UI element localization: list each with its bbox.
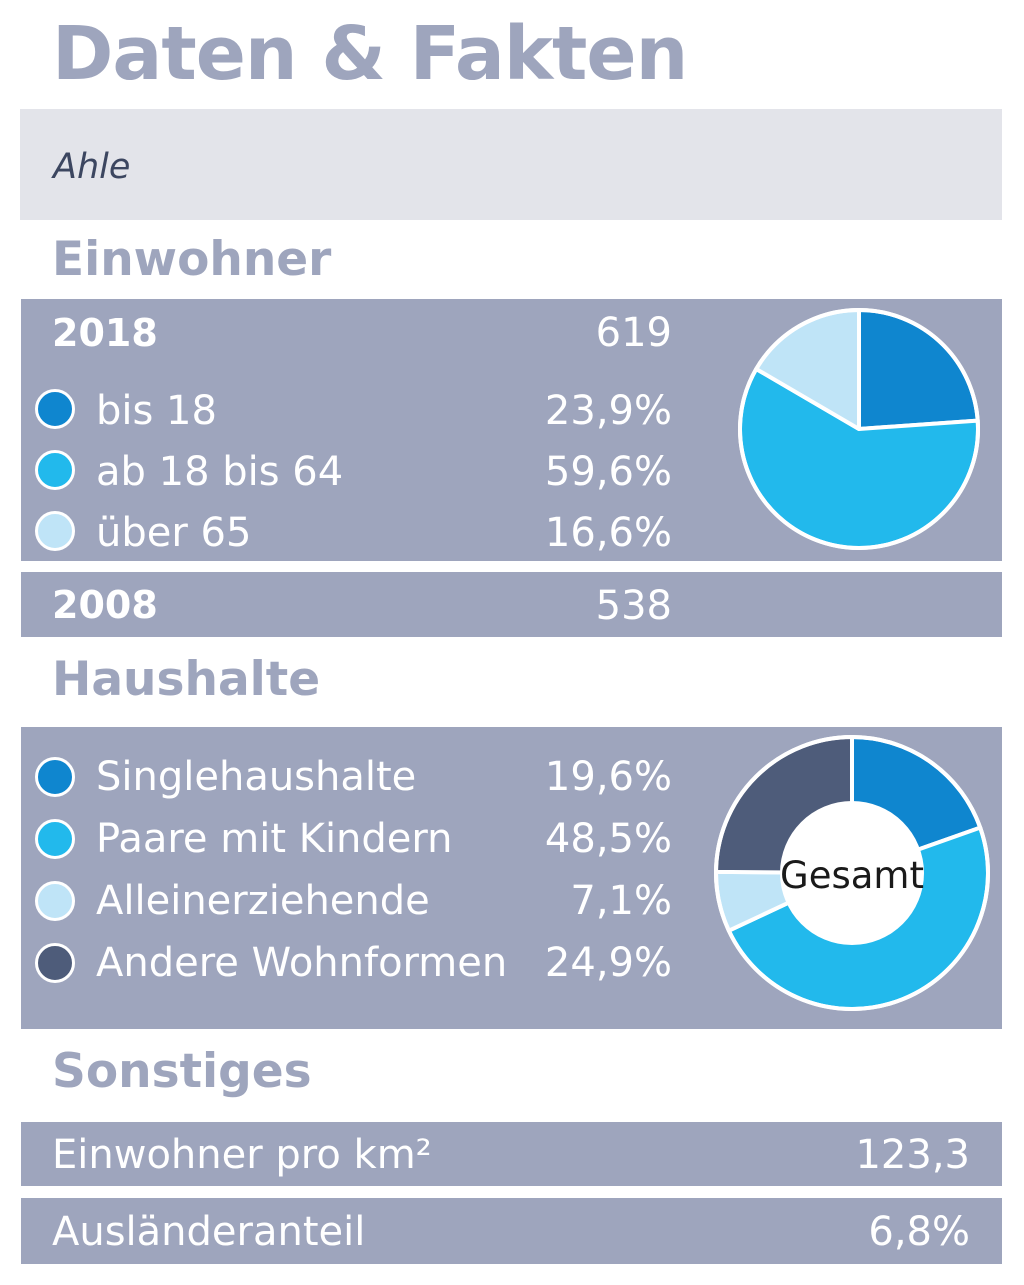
einwohner-panel-2008: 2008 538: [21, 572, 1002, 637]
legend-label-18-64: ab 18 bis 64: [96, 449, 344, 495]
legend-value-paare-mit-kindern: 48,5%: [544, 816, 672, 862]
section-heading-sonstiges: Sonstiges: [52, 1044, 312, 1099]
donut-center-label: Gesamt: [780, 854, 924, 897]
section-heading-einwohner: Einwohner: [52, 232, 332, 287]
haushalte-panel: Singlehaushalte 19,6% Paare mit Kindern …: [21, 727, 1002, 1029]
place-box: Ahle: [20, 109, 1002, 220]
section-heading-haushalte: Haushalte: [52, 652, 321, 707]
legend-label-bis-18: bis 18: [96, 388, 217, 434]
sonstiges-label-auslaender: Ausländeranteil: [52, 1209, 366, 1255]
sonstiges-row: Einwohner pro km² 123,3: [21, 1122, 1002, 1186]
legend-dot-18-64: [35, 450, 75, 490]
legend-label-andere-wohnformen: Andere Wohnformen: [96, 940, 508, 986]
total-current: 619: [595, 310, 672, 356]
legend-value-bis-18: 23,9%: [544, 388, 672, 434]
legend-value-alleinerziehende: 7,1%: [570, 878, 672, 924]
legend-label-singlehaushalte: Singlehaushalte: [96, 754, 417, 800]
year-current: 2018: [52, 311, 158, 355]
page-title: Daten & Fakten: [52, 11, 688, 97]
legend-value-andere-wohnformen: 24,9%: [544, 940, 672, 986]
legend-label-ueber-65: über 65: [96, 510, 252, 556]
sonstiges-row: Ausländeranteil 6,8%: [21, 1198, 1002, 1264]
sonstiges-value-density: 123,3: [855, 1132, 970, 1178]
legend-dot-andere-wohnformen: [35, 943, 75, 983]
legend-value-ueber-65: 16,6%: [544, 510, 672, 556]
legend-dot-paare-mit-kindern: [35, 819, 75, 859]
place-name: Ahle: [53, 147, 131, 187]
einwohner-pie-outline: [738, 308, 980, 550]
legend-dot-ueber-65: [35, 511, 75, 551]
sonstiges-label-density: Einwohner pro km²: [52, 1132, 432, 1178]
legend-label-alleinerziehende: Alleinerziehende: [96, 878, 430, 924]
donut-hole: [780, 801, 924, 945]
legend-dot-bis-18: [35, 389, 75, 429]
einwohner-pie-chart: [738, 308, 980, 550]
legend-value-singlehaushalte: 19,6%: [544, 754, 672, 800]
year-previous: 2008: [52, 583, 158, 627]
legend-dot-singlehaushalte: [35, 757, 75, 797]
legend-value-18-64: 59,6%: [544, 449, 672, 495]
einwohner-panel-2018: 2018 619 bis 18 23,9% ab 18 bis 64 59,6%…: [21, 299, 1002, 561]
legend-dot-alleinerziehende: [35, 881, 75, 921]
haushalte-donut-outline: [714, 735, 990, 1011]
sonstiges-value-auslaender: 6,8%: [868, 1209, 970, 1255]
legend-label-paare-mit-kindern: Paare mit Kindern: [96, 816, 453, 862]
haushalte-donut-chart: Gesamt: [714, 735, 990, 1011]
total-previous: 538: [595, 583, 672, 629]
